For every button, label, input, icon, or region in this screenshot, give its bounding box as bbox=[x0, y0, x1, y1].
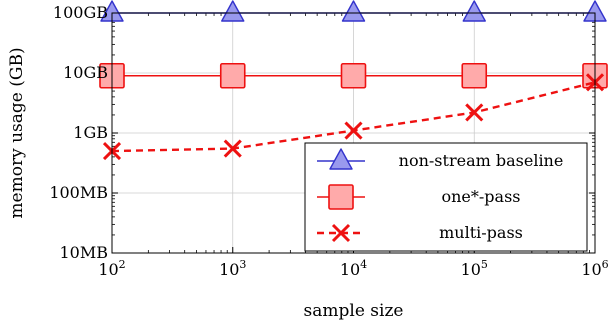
x-tick-label: 106 bbox=[581, 258, 608, 279]
x-tick-label: 102 bbox=[98, 258, 125, 279]
x-marker bbox=[223, 139, 242, 158]
x-marker-stroke bbox=[223, 139, 242, 158]
triangle-marker bbox=[341, 0, 366, 22]
square-marker bbox=[461, 62, 488, 89]
plot-frame bbox=[111, 12, 596, 254]
triangle-marker bbox=[221, 0, 245, 22]
legend-item: non-stream baseline bbox=[317, 148, 564, 170]
square-marker bbox=[328, 184, 354, 210]
tick-labels: 102 103 104 105 106 10MB 100MB 1GB 10GB 100GB bbox=[49, 3, 608, 279]
series-0 bbox=[100, 0, 607, 22]
series-1 bbox=[99, 62, 608, 89]
x-marker-stroke bbox=[344, 121, 363, 140]
x-tick-label: 103 bbox=[219, 258, 246, 279]
y-tick-label: 100GB bbox=[53, 3, 108, 22]
x-marker bbox=[465, 103, 484, 122]
y-tick-label: 100MB bbox=[49, 183, 108, 202]
square-marker bbox=[219, 62, 246, 89]
y-tick-label: 10GB bbox=[63, 63, 108, 82]
legend-item: one*-pass bbox=[317, 184, 521, 210]
x-axis-title: sample size bbox=[304, 301, 404, 321]
x-marker-stroke bbox=[331, 223, 351, 243]
legend-label: non-stream baseline bbox=[399, 151, 564, 170]
x-marker-stroke bbox=[465, 103, 484, 122]
legend-label: one*-pass bbox=[441, 187, 520, 206]
square-marker bbox=[340, 62, 367, 89]
x-marker bbox=[344, 121, 363, 140]
y-axis-title: memory usage (GB) bbox=[7, 47, 27, 218]
x-tick-label: 105 bbox=[461, 258, 488, 279]
y-tick-label: 10MB bbox=[60, 243, 109, 262]
x-marker bbox=[331, 223, 351, 243]
triangle-marker bbox=[462, 0, 486, 22]
legend-item: multi-pass bbox=[317, 223, 523, 243]
y-tick-label: 1GB bbox=[73, 123, 108, 142]
legend-label: multi-pass bbox=[439, 223, 523, 242]
triangle-marker bbox=[329, 148, 353, 170]
x-tick-label: 104 bbox=[340, 258, 367, 279]
legend: non-stream baseline one*-pass multi-pass bbox=[304, 142, 588, 252]
